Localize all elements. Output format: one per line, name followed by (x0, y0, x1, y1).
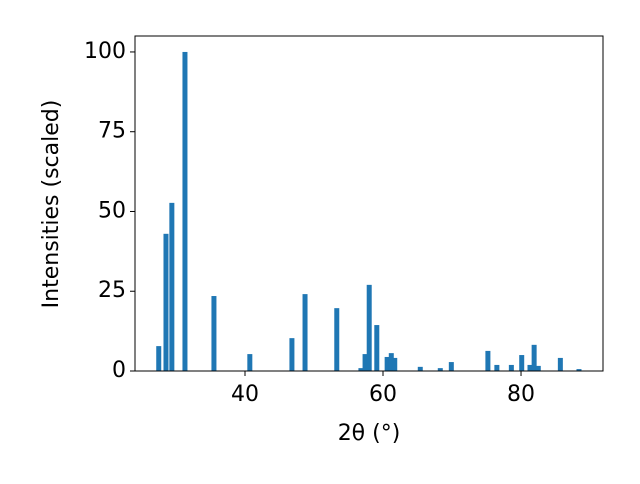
bar (362, 354, 368, 371)
bar (392, 357, 398, 371)
bar (289, 338, 295, 371)
bar (247, 354, 253, 371)
bar (494, 364, 500, 371)
bar (437, 368, 443, 371)
y-tick-label: 100 (84, 39, 126, 64)
bar (508, 364, 514, 371)
bar (535, 365, 541, 371)
x-tick-label: 80 (507, 382, 535, 407)
bar (163, 233, 169, 371)
bar (156, 346, 162, 371)
bar (374, 325, 380, 371)
bar (211, 296, 217, 371)
bar (527, 364, 533, 371)
bar (388, 353, 394, 371)
x-axis-label: 2θ (°) (338, 421, 401, 446)
y-tick-label: 50 (98, 198, 126, 223)
bar (384, 356, 390, 371)
bar (302, 294, 308, 371)
y-tick-label: 25 (98, 278, 126, 303)
bar (448, 362, 454, 371)
bar (366, 284, 372, 371)
bar (519, 355, 525, 371)
plot-frame (134, 35, 604, 372)
x-tick-label: 40 (231, 382, 259, 407)
bar (557, 357, 563, 371)
x-tick-label: 60 (369, 382, 397, 407)
bar (182, 51, 188, 371)
y-axis-label: Intensities (scaled) (39, 100, 64, 309)
bar (169, 202, 175, 371)
bar (531, 344, 537, 371)
bar (485, 350, 491, 371)
bar (358, 368, 364, 371)
y-tick-label: 0 (112, 358, 126, 383)
y-tick-label: 75 (98, 119, 126, 144)
bar (417, 366, 423, 371)
bar (334, 308, 340, 371)
bar (576, 369, 582, 371)
